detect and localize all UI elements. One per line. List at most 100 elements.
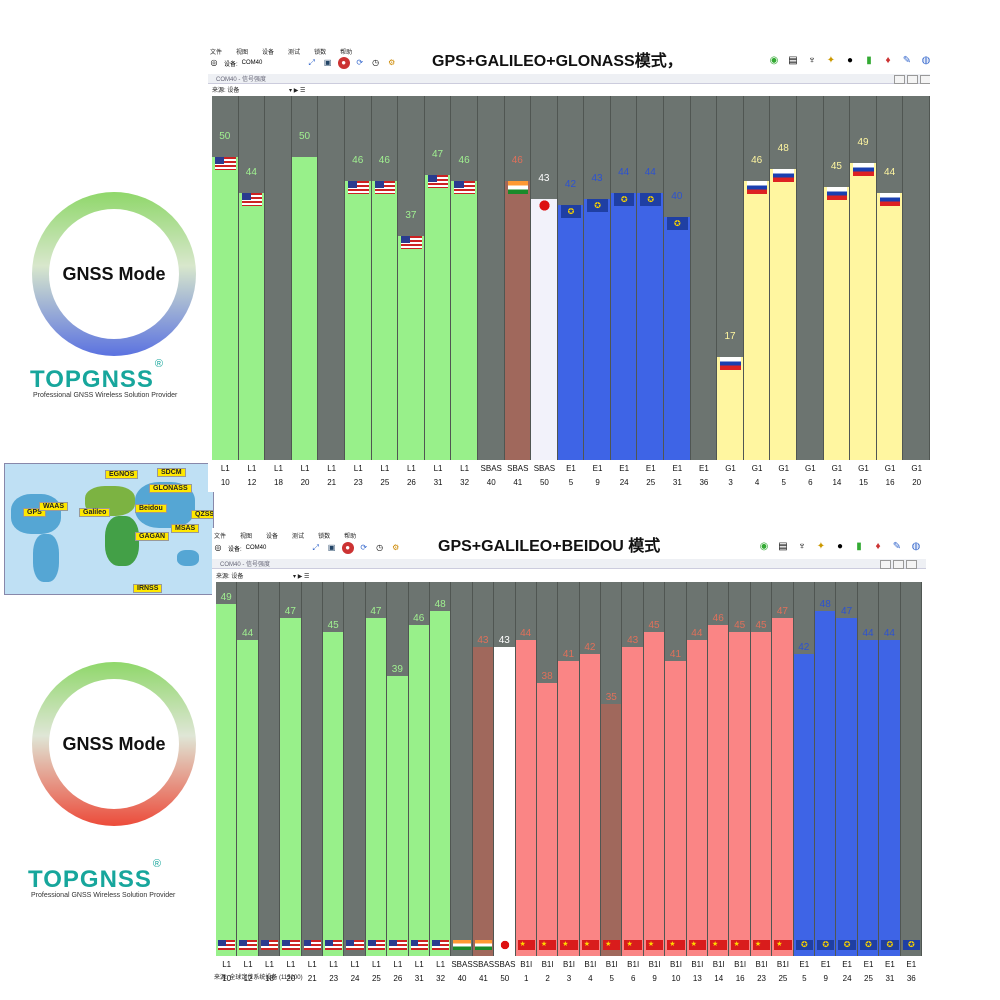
signal-bar (212, 156, 238, 460)
prn-label: 50 (539, 478, 549, 487)
save-icon[interactable]: ▣ (323, 58, 332, 67)
signal-value: 44 (884, 167, 896, 179)
us-flag-icon (324, 940, 343, 950)
dropdown-icon-2[interactable]: ▾ (293, 574, 297, 580)
tools-icon[interactable]: ✎ (902, 55, 912, 66)
signal-column-b1i-3: 41 ★ (558, 582, 580, 956)
record-icon[interactable]: ● (341, 542, 354, 554)
menu-test[interactable]: 测试 (292, 533, 305, 540)
signal-value: 42 (564, 179, 577, 191)
signal-column-b1i-23: 45 ★ (750, 582, 773, 956)
map-landmass (105, 516, 139, 566)
menu-file[interactable]: 文件 (210, 49, 223, 56)
signal-window-2: 文件 视图 设备 测试 锁数 帮助 ◎ 设备: COM40 ⤢ ▣ ● ⟳ ◷ … (212, 528, 926, 984)
prn-label: 9 (823, 974, 828, 983)
save-icon[interactable]: ▣ (327, 543, 336, 552)
pin-icon[interactable]: ♦ (885, 55, 891, 66)
menu-lock[interactable]: 锁数 (318, 533, 331, 540)
menu-view[interactable]: 视图 (236, 49, 249, 56)
menu-help[interactable]: 帮助 (340, 49, 353, 56)
refresh-icon[interactable]: ⟳ (356, 58, 364, 67)
list-icon-1[interactable]: ☰ (300, 88, 306, 94)
system-label: L1 (350, 960, 360, 969)
signal-bar (815, 610, 836, 956)
system-label: G1 (884, 464, 896, 473)
signal-column-l1-21 (301, 582, 323, 956)
dial-icon[interactable]: ◎ (214, 543, 222, 552)
signal-bar (879, 639, 900, 956)
signal-window-1: 文件 视图 设备 测试 锁数 帮助 ◎ 设备: COM40 ⤢ ▣ ● ⟳ ◷ … (208, 44, 930, 492)
minimize-button-2[interactable] (880, 560, 891, 569)
satellite-label: G1 20 (903, 462, 930, 490)
dial-icon[interactable]: ◎ (210, 58, 218, 67)
monitor-icon[interactable]: ▤ (788, 55, 798, 66)
connect-icon[interactable]: ⤢ (312, 543, 319, 552)
signal-bars-icon[interactable]: ▮ (866, 55, 872, 66)
close-button-1[interactable] (920, 75, 930, 84)
china-flag-icon: ★ (603, 940, 621, 950)
settings-icon[interactable]: ⚙ (392, 543, 400, 552)
signal-bar (750, 632, 772, 956)
menu-device[interactable]: 设备 (262, 49, 275, 56)
source-value-1[interactable]: 设备 (227, 88, 240, 94)
signal-bars-icon[interactable]: ▮ (856, 541, 862, 552)
refresh-icon[interactable]: ⟳ (360, 543, 368, 552)
satellite-icon[interactable]: ✦ (816, 541, 826, 552)
prn-label: 23 (329, 974, 339, 983)
minimize-button-1[interactable] (894, 75, 905, 84)
menu-test[interactable]: 测试 (288, 49, 301, 56)
menu-device[interactable]: 设备 (266, 533, 279, 540)
prn-label: 36 (699, 478, 709, 487)
device-value[interactable]: COM40 (245, 545, 267, 551)
source-value-2[interactable]: 设备 (231, 574, 244, 580)
settings-icon[interactable]: ⚙ (388, 58, 396, 67)
signal-bar (365, 617, 387, 956)
locate-icon[interactable]: ◉ (769, 55, 779, 66)
tools-icon[interactable]: ✎ (892, 541, 902, 552)
locate-icon[interactable]: ◉ (759, 541, 769, 552)
system-label: E1 (906, 960, 917, 969)
play-icon-2[interactable]: ▶ (297, 574, 303, 580)
satellite-label: SBAS 41 (505, 462, 532, 490)
menu-bar-2: 文件 视图 设备 测试 锁数 帮助 (212, 528, 356, 542)
antenna-icon[interactable]: ♆ (798, 541, 806, 552)
us-flag-icon (260, 940, 279, 950)
satellite-label: L1 24 (344, 958, 365, 984)
russia-flag-icon (720, 356, 741, 370)
monitor-icon[interactable]: ▤ (778, 541, 788, 552)
signal-column-l1-12: 44 (237, 582, 259, 956)
menu-file[interactable]: 文件 (214, 533, 227, 540)
window-buttons-2 (880, 560, 917, 569)
close-button-2[interactable] (906, 560, 917, 569)
eu-flag-icon: ✪ (838, 940, 856, 950)
device-value[interactable]: COM40 (241, 60, 263, 66)
compass-icon[interactable]: ● (836, 541, 844, 552)
play-icon-1[interactable]: ▶ (293, 88, 299, 94)
timer-icon[interactable]: ◷ (372, 58, 380, 67)
dropdown-icon-1[interactable]: ▾ (289, 88, 293, 94)
menu-view[interactable]: 视图 (240, 533, 253, 540)
list-icon-2[interactable]: ☰ (304, 574, 310, 580)
menu-lock[interactable]: 锁数 (314, 49, 327, 56)
signal-bar (876, 193, 903, 460)
pin-icon[interactable]: ♦ (875, 541, 881, 552)
timer-icon[interactable]: ◷ (376, 543, 384, 552)
signal-column-l1-10: 50 (212, 96, 239, 460)
prn-label: 24 (842, 974, 852, 983)
prn-label: 3 (728, 478, 733, 487)
satellite-label: L1 21 (302, 958, 323, 984)
globe-icon[interactable]: ◍ (921, 55, 930, 66)
satellite-label: G1 3 (717, 462, 744, 490)
antenna-icon[interactable]: ♆ (808, 55, 816, 66)
compass-icon[interactable]: ● (846, 55, 854, 66)
signal-value: 42 (798, 641, 810, 653)
menu-help[interactable]: 帮助 (344, 533, 357, 540)
connect-icon[interactable]: ⤢ (308, 58, 315, 67)
signal-value: 41 (669, 649, 682, 661)
maximize-button-2[interactable] (893, 560, 904, 569)
globe-icon[interactable]: ◍ (911, 541, 921, 552)
record-icon[interactable]: ● (337, 57, 350, 69)
gnss-mode-ring-2: GNSS Mode (32, 662, 196, 826)
satellite-icon[interactable]: ✦ (826, 55, 836, 66)
maximize-button-1[interactable] (907, 75, 918, 84)
